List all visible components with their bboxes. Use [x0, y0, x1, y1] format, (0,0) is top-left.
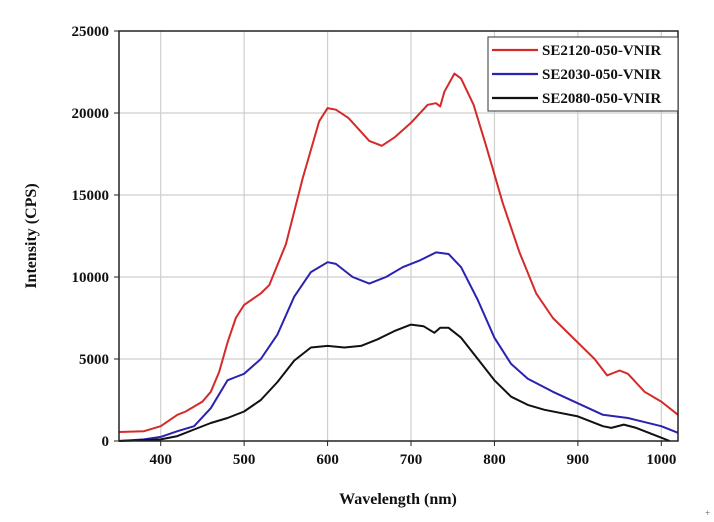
y-tick-label: 20000 — [72, 106, 110, 122]
y-tick-label: 5000 — [79, 352, 109, 368]
legend: SE2120-050-VNIR SE2030-050-VNIR SE2080-050… — [487, 36, 679, 112]
x-tick-label: 400 — [149, 452, 172, 468]
y-tick-label: 0 — [102, 434, 110, 450]
series-line-se2120-050-vnir — [118, 72, 679, 433]
y-axis-label: Intensity (CPS) — [23, 183, 40, 288]
series-lines — [118, 72, 679, 442]
y-tick-label: 10000 — [72, 270, 110, 286]
y-tick-label: 25000 — [72, 24, 110, 40]
legend-entry: SE2120-050-VNIR — [542, 43, 661, 59]
x-axis-label: Wavelength (nm) — [339, 491, 457, 508]
tick-labels: 400 500 600 700 800 900 1000050001000015000200… — [72, 24, 677, 468]
x-tick-label: 600 — [316, 452, 339, 468]
legend-entry: SE2080-050-VNIR — [542, 91, 661, 107]
x-tick-label: 500 — [233, 452, 256, 468]
x-tick-label: 700 — [400, 452, 423, 468]
x-tick-label: 800 — [483, 452, 506, 468]
series-line-se2030-050-vnir — [118, 251, 679, 442]
x-tick-label: 900 — [567, 452, 590, 468]
corner-mark: + — [705, 508, 710, 518]
legend-entry: SE2030-050-VNIR — [542, 67, 661, 83]
y-tick-label: 15000 — [72, 188, 110, 204]
series-line-se2080-050-vnir — [118, 323, 671, 442]
x-tick-label: 1000 — [646, 452, 676, 468]
plot-frame — [118, 30, 679, 442]
